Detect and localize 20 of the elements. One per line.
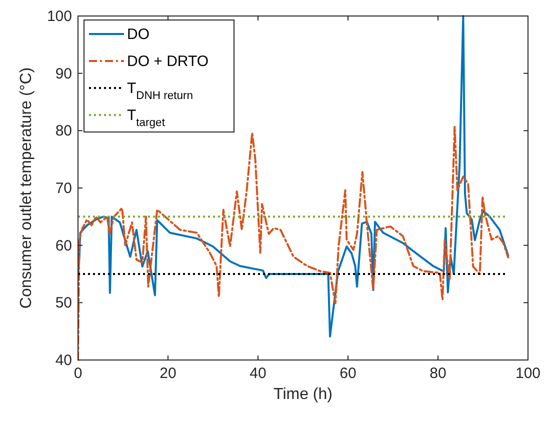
y-tick-label: 50 xyxy=(55,294,72,312)
x-tick-label: 0 xyxy=(74,365,82,382)
x-tick-label: 80 xyxy=(430,365,446,382)
x-tick-label: 100 xyxy=(515,365,541,382)
x-tick-label: 60 xyxy=(340,365,356,382)
x-tick-label: 20 xyxy=(160,365,176,382)
legend-label: DO + DRTO xyxy=(127,53,209,70)
y-tick-label: 60 xyxy=(55,237,72,254)
y-axis-title: Consumer outlet temperature (°C) xyxy=(18,67,35,309)
y-tick-label: 70 xyxy=(55,180,72,197)
x-tick-label: 40 xyxy=(250,365,266,382)
y-tick-label: 40 xyxy=(55,352,72,369)
legend-label: DO xyxy=(127,26,150,43)
y-tick-label: 100 xyxy=(46,8,72,25)
y-tick-label: 90 xyxy=(55,65,72,82)
line-series xyxy=(78,15,510,338)
legend-label: T$_{DNH return}$ xyxy=(127,80,194,102)
legend-label: T$_{target}$ xyxy=(127,107,166,129)
x-axis-title: Time (h) xyxy=(274,386,332,403)
y-tick-label: 80 xyxy=(55,122,72,140)
